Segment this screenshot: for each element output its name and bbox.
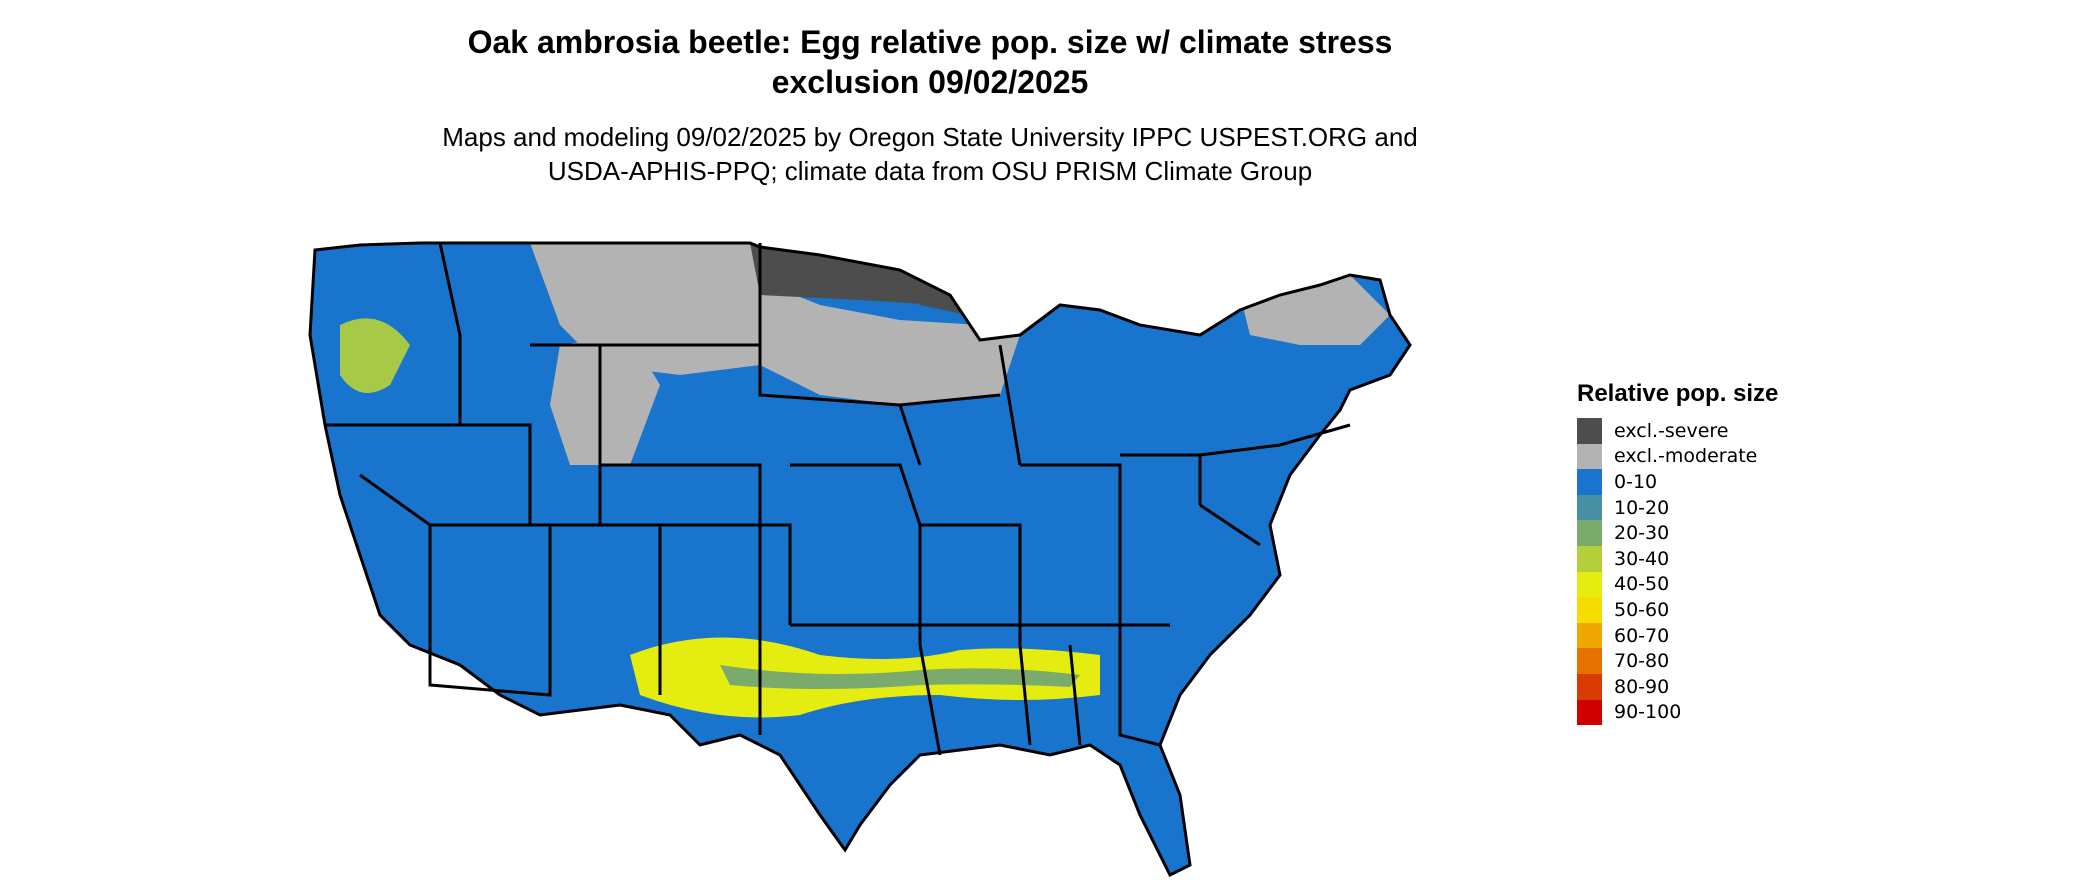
legend-label: 80-90 bbox=[1614, 675, 1670, 698]
legend-label: 70-80 bbox=[1614, 650, 1670, 673]
legend-item: 50-60 bbox=[1577, 597, 1778, 623]
legend-label: 30-40 bbox=[1614, 547, 1670, 570]
legend-item: 80-90 bbox=[1577, 673, 1778, 700]
legend-item: 70-80 bbox=[1577, 648, 1778, 674]
legend-item: 60-70 bbox=[1577, 622, 1778, 649]
legend-item: 30-40 bbox=[1577, 545, 1778, 572]
region-severe-north-dakota bbox=[750, 243, 1000, 305]
us-map bbox=[308, 241, 1412, 878]
legend-label: excl.-severe bbox=[1614, 419, 1729, 442]
legend-swatch bbox=[1577, 673, 1602, 700]
legend-swatch bbox=[1577, 699, 1602, 726]
legend-swatch bbox=[1577, 443, 1602, 470]
legend-swatch bbox=[1577, 418, 1602, 444]
legend-swatch bbox=[1577, 545, 1602, 572]
legend-label: 40-50 bbox=[1614, 573, 1670, 596]
legend-item: 0-10 bbox=[1577, 469, 1778, 495]
legend-label: 60-70 bbox=[1614, 624, 1670, 647]
map-subtitle: Maps and modeling 09/02/2025 by Oregon S… bbox=[0, 120, 1860, 188]
legend-item: excl.-moderate bbox=[1577, 443, 1778, 470]
legend-label: excl.-moderate bbox=[1614, 445, 1758, 468]
legend-swatch bbox=[1577, 571, 1602, 598]
legend-label: 50-60 bbox=[1614, 598, 1670, 621]
legend-swatch bbox=[1577, 648, 1602, 674]
region-moderate-rockies bbox=[550, 335, 660, 465]
legend-item: excl.-severe bbox=[1577, 418, 1778, 444]
us-outline bbox=[308, 241, 1412, 878]
map-title: Oak ambrosia beetle: Egg relative pop. s… bbox=[0, 22, 1860, 102]
legend-swatch bbox=[1577, 520, 1602, 546]
legend-swatch bbox=[1577, 622, 1602, 649]
subtitle-line-1: Maps and modeling 09/02/2025 by Oregon S… bbox=[442, 122, 1418, 152]
legend-label: 0-10 bbox=[1614, 470, 1658, 493]
legend-swatch bbox=[1577, 597, 1602, 623]
legend-swatch bbox=[1577, 494, 1602, 521]
region-moderate-north-plains bbox=[530, 243, 1020, 405]
title-line-1: Oak ambrosia beetle: Egg relative pop. s… bbox=[467, 24, 1393, 60]
legend: Relative pop. size excl.-severe excl.-mo… bbox=[1577, 380, 1779, 726]
legend-swatch bbox=[1577, 469, 1602, 495]
legend-item: 20-30 bbox=[1577, 520, 1778, 546]
legend-label: 10-20 bbox=[1614, 496, 1670, 519]
title-line-2: exclusion 09/02/2025 bbox=[771, 64, 1089, 100]
legend-item: 40-50 bbox=[1577, 571, 1778, 598]
region-mid-southeast bbox=[720, 665, 1080, 689]
legend-title: Relative pop. size bbox=[1577, 380, 1779, 407]
legend-label: 20-30 bbox=[1614, 522, 1670, 545]
state-borders bbox=[325, 242, 1351, 756]
legend-label: 90-100 bbox=[1614, 701, 1682, 724]
subtitle-line-2: USDA-APHIS-PPQ; climate data from OSU PR… bbox=[547, 156, 1313, 186]
legend-item: 90-100 bbox=[1577, 699, 1778, 726]
region-high-west bbox=[340, 318, 410, 393]
map-fill bbox=[310, 243, 1410, 875]
legend-item: 10-20 bbox=[1577, 494, 1778, 521]
